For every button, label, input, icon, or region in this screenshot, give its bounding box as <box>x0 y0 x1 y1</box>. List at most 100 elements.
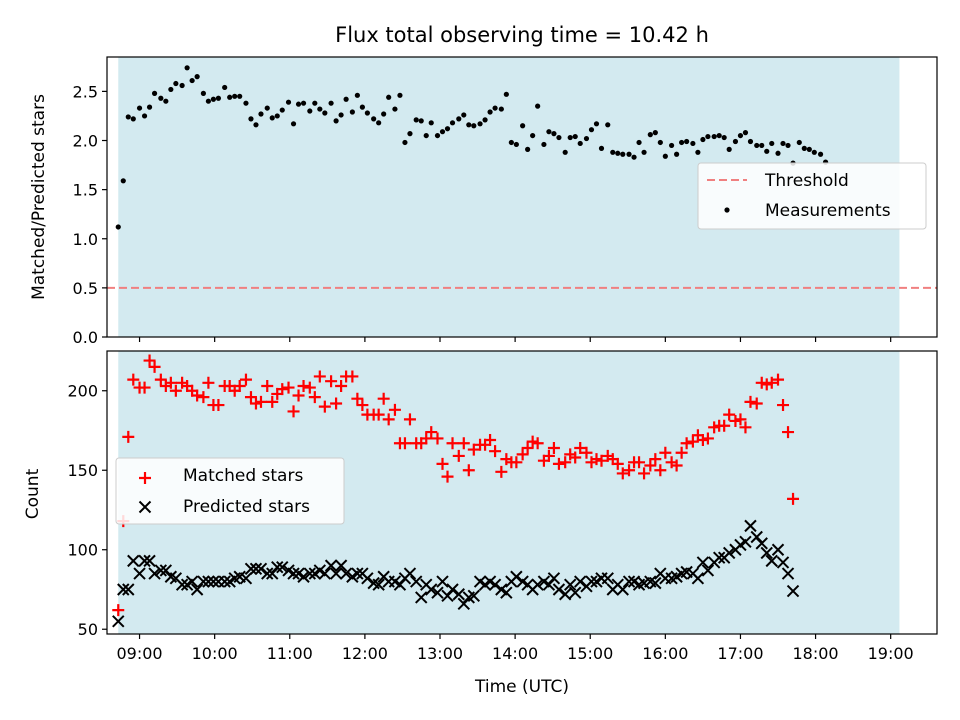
measurement-point <box>684 138 690 145</box>
matched-star-point <box>675 446 688 459</box>
predicted-star-point <box>755 537 768 550</box>
predicted-star-point <box>649 576 662 590</box>
measurement-point <box>615 150 621 156</box>
predicted-star-point <box>771 543 785 556</box>
measurement-point <box>737 132 744 139</box>
measurement-point <box>158 95 164 101</box>
matched-star-point <box>197 391 210 404</box>
predicted-star-point <box>403 567 417 580</box>
measurement-point <box>551 131 557 137</box>
matched-star-point <box>377 392 390 405</box>
measurement-point <box>780 140 786 147</box>
matched-star-point <box>734 413 747 426</box>
measurement-point <box>184 65 190 71</box>
measurement-point <box>402 139 408 146</box>
matched-star-point <box>346 370 359 383</box>
measurement-point <box>253 122 259 128</box>
measurement-point <box>215 95 222 101</box>
measurement-point <box>205 98 212 104</box>
matched-star-point <box>649 453 662 466</box>
matched-star-point <box>569 451 582 464</box>
matched-star-point <box>382 413 395 426</box>
chart-title: Flux total observing time = 10.42 h <box>335 23 709 47</box>
x-tick-label: 10:00 <box>192 644 238 663</box>
measurement-point <box>657 139 663 146</box>
matched-star-point <box>457 437 470 450</box>
predicted-star-point <box>372 578 385 591</box>
upper-panel-ratio: Matched/Predicted stars 0.0 0.5 1.0 1.5 2.0 2… <box>29 56 938 347</box>
measurement-point <box>376 120 382 126</box>
measurement-point <box>541 141 547 148</box>
measurement-point <box>764 148 770 154</box>
measurement-point <box>520 123 526 129</box>
measurement-point <box>227 94 233 100</box>
measurement-point <box>343 96 349 102</box>
measurement-point <box>354 92 360 98</box>
measurement-point <box>125 114 131 120</box>
legend-measurement-label: Measurements <box>765 201 891 221</box>
legend-predicted-label: Predicted stars <box>183 497 310 517</box>
matched-star-point <box>276 383 289 396</box>
measurement-point <box>652 130 658 136</box>
matched-star-point <box>244 391 257 404</box>
matched-star-point <box>330 397 343 410</box>
measurement-point <box>439 129 446 135</box>
measurement-point <box>279 107 285 113</box>
predicted-star-point <box>249 562 263 576</box>
measurement-point <box>530 132 536 139</box>
predicted-star-point <box>122 583 135 596</box>
matched-star-point <box>744 395 757 408</box>
measurement-point <box>535 103 541 109</box>
measurement-point <box>371 116 377 122</box>
matched-star-point <box>403 413 416 426</box>
measurement-point <box>700 136 706 143</box>
matched-star-point <box>282 381 295 394</box>
matched-star-point <box>233 379 246 392</box>
matched-star-point <box>510 456 523 469</box>
predicted-star-point <box>334 559 348 572</box>
measurement-point <box>461 112 467 118</box>
measurement-point <box>806 146 812 152</box>
matched-star-point <box>308 391 321 404</box>
measurement-point <box>449 120 456 126</box>
matched-star-point <box>318 400 331 413</box>
measurement-point <box>290 121 297 127</box>
matched-star-point <box>580 446 593 459</box>
plot-frame <box>106 350 938 635</box>
matched-star-point <box>616 467 629 480</box>
matched-star-point <box>112 604 125 617</box>
matched-star-point <box>202 376 215 389</box>
measurement-point <box>423 132 429 139</box>
measurement-point <box>695 149 701 155</box>
measurement-point <box>397 92 403 98</box>
measurement-point <box>796 139 802 146</box>
matched-star-point <box>531 437 544 450</box>
matched-star-point <box>654 464 667 477</box>
matched-star-point <box>261 379 274 392</box>
measurement-point <box>471 123 477 129</box>
predicted-star-point <box>744 519 757 533</box>
measurement-point <box>588 127 595 133</box>
y-tick-label: 200 <box>67 382 98 401</box>
measurement-point <box>525 146 531 152</box>
measurement-point <box>598 145 605 151</box>
legend-predicted-swatch <box>138 500 152 514</box>
predicted-star-point <box>510 570 523 583</box>
lower-y-axis-label: Count <box>23 468 43 519</box>
y-tick-label: 150 <box>67 461 98 480</box>
matched-star-point <box>372 408 385 421</box>
legend-box <box>697 162 927 230</box>
predicted-star-point <box>781 567 795 580</box>
measurement-point <box>466 122 472 128</box>
predicted-star-point <box>133 567 146 580</box>
measurement-point <box>705 133 711 140</box>
measurement-point <box>626 151 632 157</box>
measurement-point <box>258 111 264 117</box>
measurement-point <box>328 100 334 106</box>
measurement-point <box>264 105 270 111</box>
measurement-point <box>413 117 419 123</box>
measurement-point <box>222 84 228 91</box>
measurement-point <box>503 91 509 97</box>
predicted-star-point <box>148 567 161 580</box>
